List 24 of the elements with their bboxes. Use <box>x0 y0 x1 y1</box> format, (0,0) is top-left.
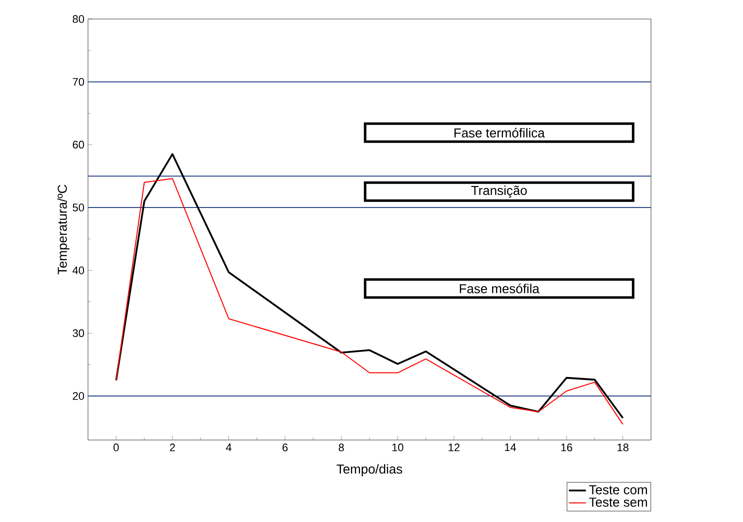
x-tick-label: 10 <box>392 444 404 452</box>
x-tick-label: 12 <box>448 444 460 452</box>
y-tick-label: 30 <box>72 329 84 338</box>
x-tick-label: 0 <box>114 444 119 452</box>
x-tick-label: 4 <box>226 444 232 452</box>
y-tick-label: 60 <box>72 140 84 149</box>
y-tick-label: 70 <box>72 78 84 86</box>
x-tick-label: 2 <box>170 444 175 452</box>
annotation: Fase mesófila <box>460 284 540 294</box>
x-tick-label: 6 <box>282 444 288 452</box>
x-tick-label: 18 <box>618 444 628 452</box>
x-tick-label: 16 <box>561 444 572 452</box>
y-tick-label: 80 <box>72 15 84 23</box>
y-tick-label: 40 <box>72 266 84 274</box>
y-tick-label: 50 <box>72 204 84 212</box>
legend-label: Teste com <box>589 485 647 494</box>
annotation: Fase termófilica <box>454 128 545 138</box>
y-axis-title: Temperatura/ºC <box>57 184 70 274</box>
x-tick-label: 14 <box>504 444 516 452</box>
x-tick-label: 8 <box>338 444 344 452</box>
legend-label: Teste sem <box>589 498 647 507</box>
y-tick-label: 20 <box>72 392 84 400</box>
x-axis-title: Tempo/dias <box>336 464 402 476</box>
annotation: Transição <box>471 186 527 198</box>
